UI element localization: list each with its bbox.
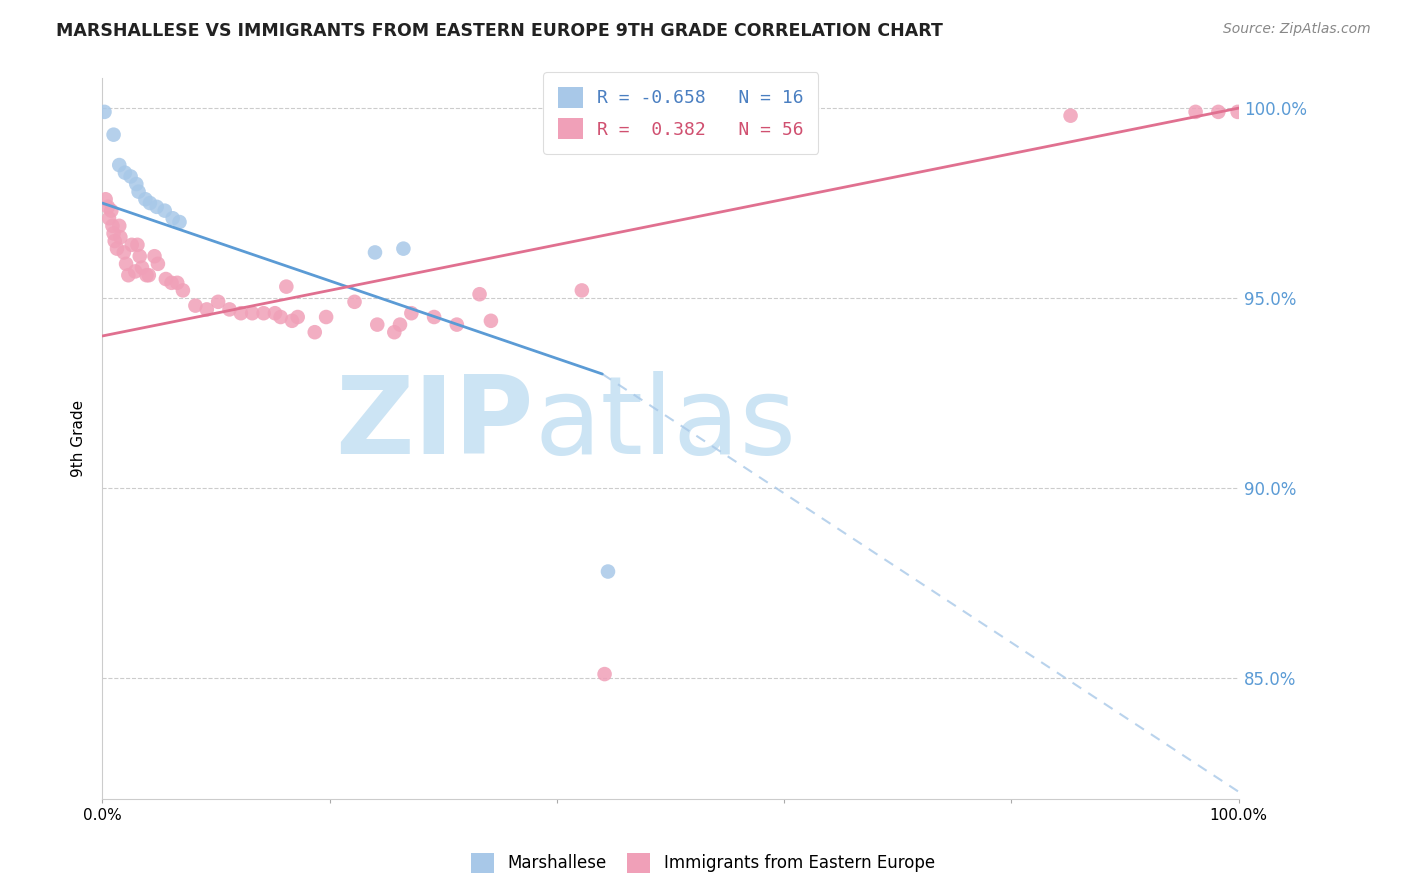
Point xyxy=(315,310,337,324)
Point xyxy=(638,124,661,138)
Point xyxy=(240,306,263,320)
Point xyxy=(117,268,139,283)
Point xyxy=(100,203,122,218)
Point xyxy=(281,314,304,328)
Point xyxy=(124,264,146,278)
Point xyxy=(1208,104,1230,119)
Point xyxy=(207,294,229,309)
Point xyxy=(94,192,117,206)
Point xyxy=(593,667,616,681)
Point xyxy=(139,196,162,211)
Point xyxy=(1184,104,1206,119)
Point xyxy=(125,177,148,191)
Point xyxy=(446,318,468,332)
Point xyxy=(115,257,138,271)
Point xyxy=(160,276,183,290)
Point xyxy=(252,306,274,320)
Point xyxy=(1226,104,1249,119)
Point xyxy=(131,260,153,275)
Point xyxy=(103,128,125,142)
Point xyxy=(138,268,160,283)
Point xyxy=(166,276,188,290)
Point xyxy=(401,306,423,320)
Point xyxy=(128,249,150,263)
Point xyxy=(145,200,167,214)
Point xyxy=(108,219,131,233)
Point xyxy=(93,104,115,119)
Legend: Marshallese, Immigrants from Eastern Europe: Marshallese, Immigrants from Eastern Eur… xyxy=(464,847,942,880)
Point xyxy=(388,318,411,332)
Point xyxy=(184,299,207,313)
Y-axis label: 9th Grade: 9th Grade xyxy=(72,400,86,477)
Point xyxy=(270,310,292,324)
Point xyxy=(571,284,593,298)
Point xyxy=(112,245,135,260)
Point xyxy=(218,302,240,317)
Point xyxy=(172,284,194,298)
Point xyxy=(120,169,142,184)
Point xyxy=(114,166,136,180)
Point xyxy=(229,306,252,320)
Point xyxy=(104,234,127,248)
Point xyxy=(162,211,184,226)
Point xyxy=(103,227,125,241)
Point xyxy=(146,257,169,271)
Point xyxy=(121,237,143,252)
Point xyxy=(468,287,491,301)
Point xyxy=(128,185,150,199)
Point xyxy=(423,310,446,324)
Point xyxy=(97,200,120,214)
Point xyxy=(366,318,388,332)
Text: atlas: atlas xyxy=(534,371,796,477)
Point xyxy=(108,158,131,172)
Text: MARSHALLESE VS IMMIGRANTS FROM EASTERN EUROPE 9TH GRADE CORRELATION CHART: MARSHALLESE VS IMMIGRANTS FROM EASTERN E… xyxy=(56,22,943,40)
Point xyxy=(1059,109,1081,123)
Point xyxy=(135,268,157,283)
Point xyxy=(392,242,415,256)
Legend: R = -0.658   N = 16, R =  0.382   N = 56: R = -0.658 N = 16, R = 0.382 N = 56 xyxy=(543,72,818,153)
Text: Source: ZipAtlas.com: Source: ZipAtlas.com xyxy=(1223,22,1371,37)
Point xyxy=(287,310,309,324)
Point xyxy=(134,192,156,206)
Point xyxy=(169,215,191,229)
Point xyxy=(98,211,121,226)
Point xyxy=(364,245,387,260)
Point xyxy=(195,302,218,317)
Point xyxy=(105,242,128,256)
Point xyxy=(382,325,405,339)
Point xyxy=(343,294,366,309)
Point xyxy=(127,237,149,252)
Point xyxy=(596,565,619,579)
Point xyxy=(153,203,176,218)
Point xyxy=(479,314,502,328)
Point xyxy=(276,279,298,293)
Point xyxy=(101,219,124,233)
Point xyxy=(304,325,326,339)
Text: ZIP: ZIP xyxy=(336,371,534,477)
Point xyxy=(155,272,177,286)
Point xyxy=(110,230,132,244)
Point xyxy=(264,306,287,320)
Point xyxy=(143,249,166,263)
